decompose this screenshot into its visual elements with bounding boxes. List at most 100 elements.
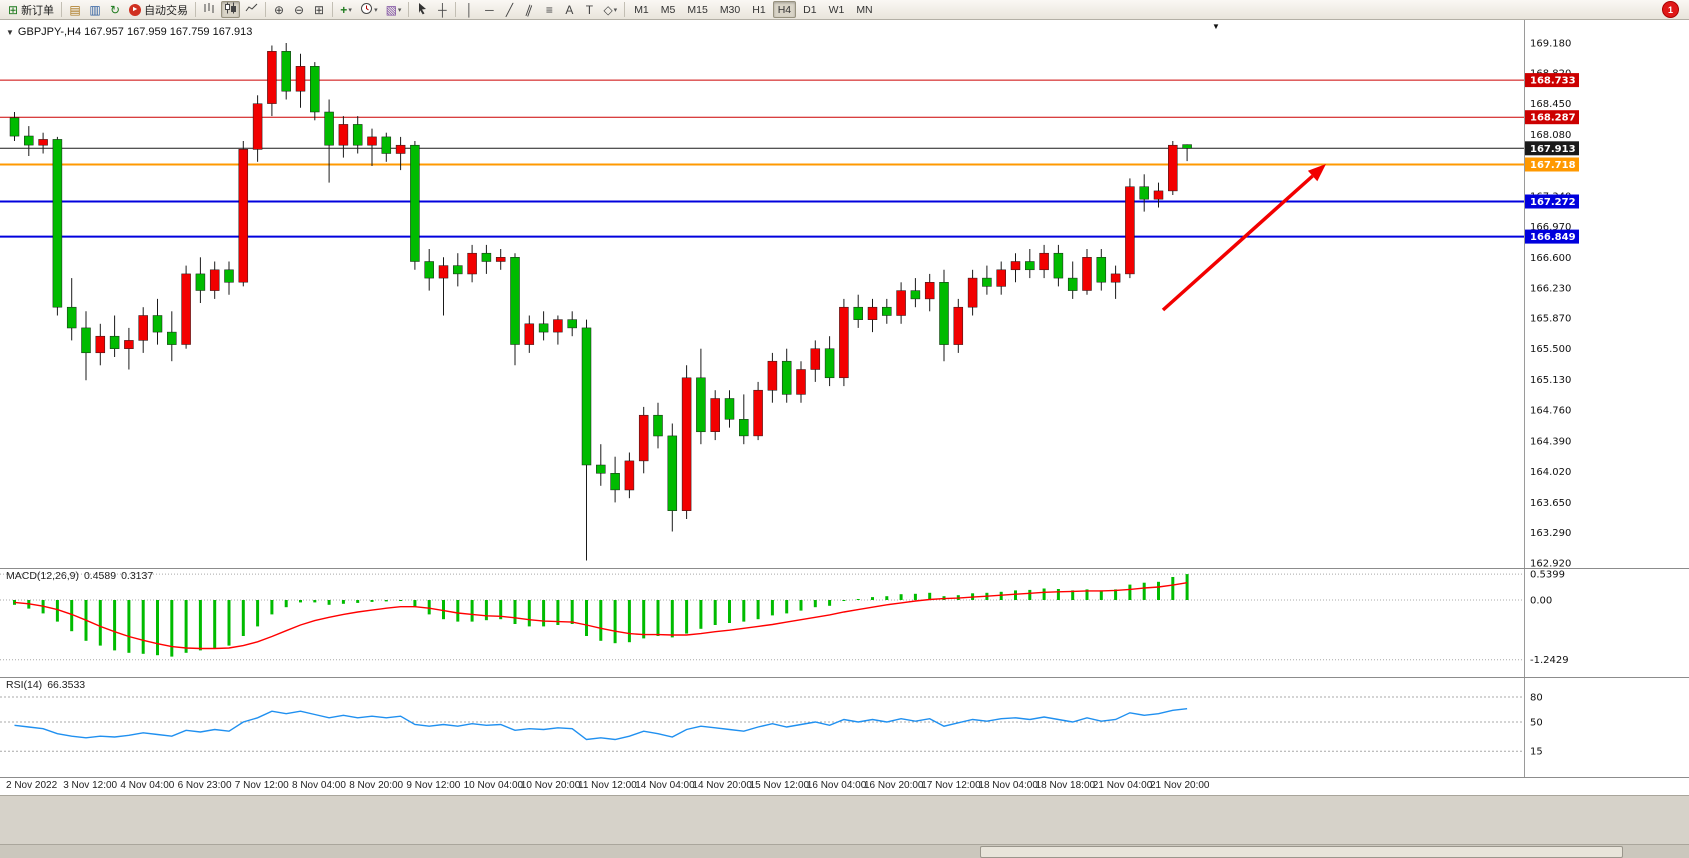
macd-axis-label: 0.5399	[1530, 570, 1565, 581]
date-label: 21 Nov 20:00	[1150, 780, 1210, 791]
periods-button[interactable]: ▾	[357, 1, 381, 18]
new-order-button[interactable]: ⊞ 新订单	[5, 1, 57, 18]
date-label: 10 Nov 20:00	[520, 780, 581, 791]
horizontal-line-button[interactable]: ─	[480, 1, 498, 18]
fibonacci-button[interactable]: ≡	[540, 1, 558, 18]
indicators-button[interactable]: + ▾	[337, 1, 355, 18]
price-tag-support-1: 167.272	[1525, 194, 1579, 209]
channel-button[interactable]: ∥	[520, 1, 538, 18]
horizontal-line-icon: ─	[485, 2, 494, 17]
fibonacci-icon: ≡	[545, 2, 553, 17]
autotrading-button[interactable]: ► 自动交易	[126, 1, 191, 18]
macd-label: MACD(12,26,9) 0.4589 0.3137	[6, 570, 153, 582]
timeframe-m30-button[interactable]: M30	[715, 1, 745, 18]
symbol-ohlc-title: GBPJPY-,H4 167.957 167.959 167.759 167.9…	[17, 26, 253, 38]
timeframe-h1-button[interactable]: H1	[747, 1, 770, 18]
date-label: 7 Nov 12:00	[234, 780, 289, 791]
horizontal-scrollbar[interactable]	[0, 844, 1689, 858]
date-label: 15 Nov 12:00	[749, 780, 810, 791]
price-axis-label: 164.020	[1530, 467, 1571, 478]
rsi-name: RSI(14)	[6, 679, 43, 691]
notification-badge[interactable]: 1	[1662, 1, 1679, 18]
macd-pane[interactable]: 0.5399 0.00 -1.2429	[0, 568, 1689, 677]
text-tool-button[interactable]: A	[560, 1, 578, 18]
cursor-icon	[417, 2, 428, 18]
timeframe-mn-button[interactable]: MN	[851, 1, 877, 18]
scrollbar-thumb[interactable]	[979, 846, 1624, 858]
templates-button[interactable]: ▧ ▾	[383, 1, 405, 18]
text-tool-icon: A	[565, 2, 574, 17]
toolbar: ⊞ 新订单 ▤ ▥ ↻ ► 自动交易 ⊕ ⊖	[0, 0, 1689, 20]
cursor-button[interactable]	[413, 1, 431, 18]
label-tool-button[interactable]: T	[580, 1, 598, 18]
pane-separator[interactable]	[0, 777, 1689, 778]
date-label: 18 Nov 04:00	[978, 780, 1038, 791]
date-label: 16 Nov 04:00	[806, 780, 867, 791]
new-order-icon: ⊞	[8, 2, 19, 17]
pane-separator[interactable]	[0, 568, 1689, 569]
macd-histogram	[13, 574, 1189, 657]
price-axis-label: 168.080	[1530, 130, 1571, 141]
charts-button[interactable]: ▤	[66, 1, 84, 18]
date-label: 16 Nov 20:00	[864, 780, 924, 791]
date-label: 10 Nov 04:00	[463, 780, 524, 791]
timeframe-w1-button[interactable]: W1	[824, 1, 850, 18]
line-chart-button[interactable]	[242, 1, 261, 18]
dropdown-icon: ▾	[397, 6, 402, 14]
price-axis-label: 166.230	[1530, 284, 1571, 295]
market-watch-button[interactable]: ▥	[86, 1, 104, 18]
macd-axis-label: 0.00	[1530, 596, 1552, 607]
main-price-pane[interactable]: 169.180168.820168.450168.080167.710167.3…	[0, 20, 1689, 568]
price-tag-resistance-1: 168.733	[1525, 73, 1579, 88]
new-order-label: 新订单	[21, 4, 55, 17]
crosshair-button[interactable]: ┼	[433, 1, 451, 18]
macd-signal-line	[14, 582, 1188, 650]
date-label: 18 Nov 18:00	[1035, 780, 1096, 791]
date-label: 14 Nov 04:00	[635, 780, 695, 791]
collapse-icon[interactable]: ▼	[6, 27, 14, 37]
vertical-line-button[interactable]: │	[460, 1, 478, 18]
price-axis-label: 166.600	[1530, 253, 1571, 264]
rsi-axis-label: 80	[1530, 693, 1543, 704]
bar-chart-button[interactable]	[200, 1, 219, 18]
date-axis[interactable]: 2 Nov 2022 3 Nov 12:00 4 Nov 04:00 6 Nov 23…	[0, 778, 1524, 795]
timeframe-m5-button[interactable]: M5	[656, 1, 681, 18]
svg-text:167.913: 167.913	[1530, 144, 1576, 155]
tile-windows-button[interactable]: ⊞	[310, 1, 328, 18]
zoom-in-button[interactable]: ⊕	[270, 1, 288, 18]
price-axis-label: 166.970	[1530, 222, 1571, 233]
price-tag-pivot-orange: 167.718	[1525, 157, 1579, 172]
timeframe-m1-button[interactable]: M1	[629, 1, 654, 18]
price-axis-label: 168.450	[1530, 99, 1571, 110]
svg-text:167.272: 167.272	[1530, 197, 1576, 208]
refresh-button[interactable]: ↻	[106, 1, 124, 18]
timeframe-m15-button[interactable]: M15	[682, 1, 712, 18]
timeframe-d1-button[interactable]: D1	[798, 1, 821, 18]
templates-icon: ▧	[385, 2, 397, 17]
toolbar-separator	[332, 2, 334, 17]
rsi-pane[interactable]: 80 50 15	[0, 677, 1689, 777]
trend-arrow	[1161, 164, 1326, 312]
chart-area: 169.180168.820168.450168.080167.710167.3…	[0, 20, 1689, 858]
date-label: 21 Nov 04:00	[1092, 780, 1153, 791]
zoom-out-button[interactable]: ⊖	[290, 1, 308, 18]
toolbar-separator	[624, 2, 626, 17]
bar-chart-icon	[203, 2, 216, 17]
chart-shift-marker[interactable]: ▼	[1212, 22, 1220, 31]
price-axis-label: 164.760	[1530, 406, 1571, 417]
autotrading-label: 自动交易	[144, 4, 189, 17]
price-axis-label: 164.390	[1530, 436, 1571, 447]
refresh-icon: ↻	[110, 2, 121, 17]
price-tag-resistance-2: 168.287	[1525, 110, 1579, 125]
trendline-button[interactable]: ╱	[500, 1, 518, 18]
shapes-button[interactable]: ◇ ▾	[600, 1, 620, 18]
periods-clock-icon	[360, 2, 373, 18]
autotrading-icon: ►	[129, 3, 142, 16]
crosshair-icon: ┼	[438, 2, 447, 17]
pane-separator[interactable]	[0, 677, 1689, 678]
macd-value-signal: 0.3137	[121, 570, 154, 582]
candlestick-chart-button[interactable]	[221, 1, 241, 18]
timeframe-h4-button[interactable]: H4	[772, 1, 797, 18]
date-label: 11 Nov 12:00	[578, 780, 637, 791]
date-label: 14 Nov 20:00	[692, 780, 752, 791]
